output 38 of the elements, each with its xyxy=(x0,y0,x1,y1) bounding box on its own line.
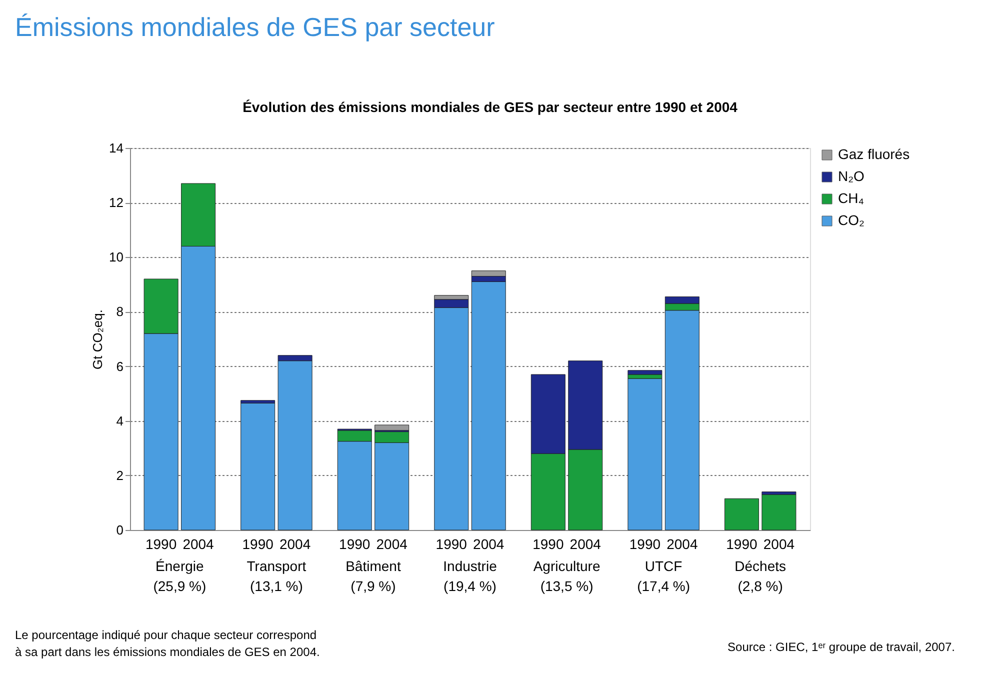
y-tick-label: 10 xyxy=(109,250,124,265)
text: Déchets (2,8 %) xyxy=(734,558,786,594)
x-tick-label: 2004 xyxy=(279,536,311,552)
y-axis-title: Gt CO₂eq. xyxy=(90,310,106,370)
y-tick-label: 0 xyxy=(116,522,124,538)
legend-label: Gaz fluorés xyxy=(838,146,910,162)
text: Agriculture (13,5 %) xyxy=(533,558,600,594)
text: Le pourcentage indiqué pour chaque secteur correspond à sa part dans les émissions mondiales de GES en 2004. xyxy=(15,628,320,659)
legend-label: CO₂ xyxy=(838,212,864,228)
x-tick-label: 2004 xyxy=(182,536,214,552)
y-tick-label: 8 xyxy=(116,304,124,320)
x-tick-label: 1990 xyxy=(629,536,661,552)
text: Transport (13,1 %) xyxy=(246,558,306,594)
x-tick-label: 2004 xyxy=(666,536,698,552)
x-tick-label: 1990 xyxy=(726,536,758,552)
legend-label: CH₄ xyxy=(838,190,864,206)
text: Industrie (19,4 %) xyxy=(443,558,498,594)
text: Bâtiment (7,9 %) xyxy=(346,558,401,594)
x-tick-label: 1990 xyxy=(532,536,564,552)
x-tick-label: 2004 xyxy=(473,536,504,552)
text: Énergie (25,9 %) xyxy=(153,558,206,594)
y-tick-label: 12 xyxy=(109,195,124,210)
x-tick-label: 2004 xyxy=(376,536,408,552)
x-tick-label: 1990 xyxy=(436,536,468,552)
chart-subtitle: Évolution des émissions mondiales de GES par secteur entre 1990 et 2004 xyxy=(242,99,738,115)
x-tick-label: 1990 xyxy=(242,536,274,552)
chart-title: Émissions mondiales de GES par secteur xyxy=(15,12,496,42)
legend-label: N₂O xyxy=(838,168,865,184)
y-tick-label: 2 xyxy=(116,468,124,483)
y-tick-label: 6 xyxy=(116,358,124,374)
y-tick-label: 14 xyxy=(109,140,124,156)
x-tick-label: 2004 xyxy=(763,536,795,552)
x-tick-label: 1990 xyxy=(145,536,177,552)
x-tick-label: 2004 xyxy=(570,536,602,552)
x-tick-label: 1990 xyxy=(339,536,370,552)
source-note: Source : GIEC, 1ᵉʳ groupe de travail, 2007. xyxy=(728,640,955,654)
text: UTCF (17,4 %) xyxy=(637,558,690,594)
y-tick-label: 4 xyxy=(116,413,124,428)
